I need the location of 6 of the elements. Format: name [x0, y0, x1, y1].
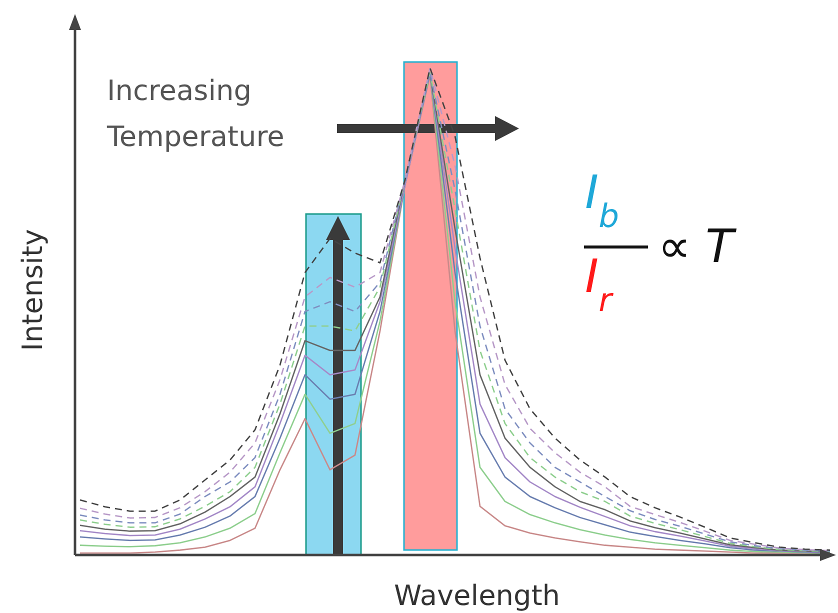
x-axis-title: Wavelength: [394, 579, 560, 612]
annotation: Increasing Temperature: [106, 74, 284, 153]
y-axis-title: Intensity: [16, 229, 49, 351]
annotation: I$_{b}$: [585, 165, 620, 235]
annotation: I$_{r}$: [585, 249, 614, 319]
annotation: ∝ T: [658, 219, 738, 273]
